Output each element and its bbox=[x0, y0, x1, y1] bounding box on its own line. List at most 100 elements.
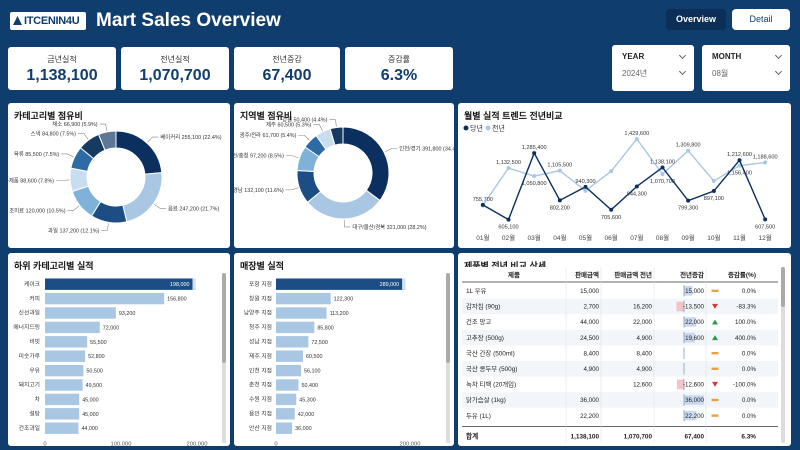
category-label: 안산 지점 bbox=[249, 424, 272, 432]
kpi-label: 금년실적 bbox=[47, 55, 77, 64]
donut-slice-label: 육류 85,500 (7.5%) bbox=[14, 151, 59, 158]
data-label: 1,212,600 bbox=[727, 152, 752, 158]
series-point bbox=[583, 188, 588, 193]
sales-amount: 4,900 bbox=[584, 366, 600, 373]
trend-down-icon bbox=[712, 303, 718, 309]
series-point bbox=[532, 151, 537, 156]
chevron-down-icon[interactable] bbox=[774, 51, 783, 60]
subcategory-bar-chart: 케이크 198,000 커피 156,800 신선과일 93,200 에너지드링 72,000… bbox=[13, 278, 207, 446]
data-label: 705,600 bbox=[601, 215, 621, 221]
data-label: 755,700 bbox=[473, 197, 493, 203]
donut-slice-label: 광주/전라 61,700 (5.4%) bbox=[240, 131, 297, 139]
series-point bbox=[660, 172, 665, 177]
page-title: Mart Sales Overview bbox=[96, 10, 281, 31]
legend-label: 당년 bbox=[470, 124, 483, 133]
bar bbox=[276, 307, 327, 319]
panel-title: 제품별 전년 비교 상세 bbox=[464, 261, 547, 271]
series-point bbox=[557, 168, 562, 173]
series-point bbox=[557, 198, 562, 203]
scrollbar[interactable] bbox=[781, 267, 785, 443]
x-tick-label: 06월 bbox=[605, 233, 618, 242]
year-slicer-value[interactable]: 2024년 bbox=[622, 69, 648, 78]
overview-button[interactable]: Overview bbox=[666, 9, 726, 30]
donut-slice-label: 부산/경남 132,100 (11.6%) bbox=[234, 186, 284, 194]
leader-line bbox=[67, 205, 80, 211]
product-name: 건조 망고 bbox=[466, 317, 491, 326]
donut-slice-label: 조미료 120,000 (10.5%) bbox=[9, 206, 65, 214]
data-label: 289,000 bbox=[380, 282, 400, 288]
growth-rate: 0.0% bbox=[742, 350, 757, 357]
leader-line bbox=[99, 123, 108, 131]
data-label: 799,300 bbox=[678, 206, 698, 212]
year-slicer[interactable]: YEAR 2024년 bbox=[612, 45, 694, 91]
series-point bbox=[506, 217, 511, 222]
detail-button[interactable]: Detail bbox=[732, 9, 790, 30]
kpi-value: 67,400 bbox=[262, 67, 312, 84]
bar-highlight bbox=[402, 278, 406, 290]
sales-amount: 2,700 bbox=[584, 304, 600, 311]
diff-databar bbox=[684, 317, 697, 327]
donut-slice-label: 과일 137,200 (12.1%) bbox=[48, 226, 99, 234]
x-tick-label: 03월 bbox=[528, 233, 541, 242]
bar bbox=[45, 364, 84, 377]
data-label: 1,156,400 bbox=[727, 171, 752, 177]
column-header: 판매금액 bbox=[575, 270, 599, 279]
growth-rate: 0.0% bbox=[742, 288, 757, 295]
donut-slice bbox=[115, 130, 163, 175]
data-label: 1,105,500 bbox=[547, 163, 572, 169]
data-label: 50,500 bbox=[86, 369, 103, 375]
scrollbar[interactable] bbox=[222, 273, 226, 443]
monthly-trend-line-chart: 당년 전년 1,132,500 1,050,800 1,105,500 1,429,600… bbox=[463, 124, 778, 242]
data-label: 49,500 bbox=[86, 383, 103, 389]
scrollbar-thumb[interactable] bbox=[446, 273, 450, 363]
chevron-down-icon[interactable] bbox=[774, 67, 783, 76]
x-tick-label: 07월 bbox=[630, 233, 643, 242]
bar bbox=[276, 350, 304, 362]
leader-line bbox=[343, 219, 351, 228]
column-header: 판매금액 전년 bbox=[614, 270, 652, 279]
chevron-down-icon[interactable] bbox=[678, 67, 687, 76]
bar bbox=[276, 379, 299, 391]
series-point bbox=[763, 217, 768, 222]
yoy-diff: 15,000 bbox=[685, 288, 704, 295]
table-row bbox=[462, 283, 778, 299]
chevron-down-icon[interactable] bbox=[678, 51, 687, 60]
product-name: 녹차 티백 (20개입) bbox=[466, 380, 516, 389]
prev-sales-amount: 22,000 bbox=[633, 319, 652, 326]
diff-databar bbox=[684, 395, 704, 405]
bar bbox=[276, 336, 309, 348]
donut-slice-label: 유제품 88,600 (7.8%) bbox=[8, 176, 54, 184]
sales-amount: 15,000 bbox=[580, 288, 599, 295]
bar bbox=[45, 408, 80, 420]
series-line bbox=[482, 151, 766, 221]
leader-line bbox=[154, 204, 166, 209]
total-prev-sales: 1,070,700 bbox=[624, 433, 653, 440]
bar bbox=[45, 393, 80, 406]
scrollbar-thumb[interactable] bbox=[222, 273, 226, 363]
leader-line bbox=[285, 155, 299, 159]
x-tick-label: 02월 bbox=[502, 233, 515, 242]
series-point bbox=[609, 169, 614, 174]
prev-sales-amount: 8,400 bbox=[637, 350, 653, 357]
month-slicer-value[interactable]: 08월 bbox=[712, 69, 729, 78]
scrollbar[interactable] bbox=[446, 273, 450, 443]
product-name: 감자칩 (90g) bbox=[466, 302, 500, 311]
monthly-trend-panel: 월별 실적 트렌드 전년비교 당년 전년 1,132,500 1,050,800 1,1… bbox=[458, 103, 791, 248]
leader-line bbox=[384, 148, 398, 153]
kpi-label: 전년증감 bbox=[272, 55, 302, 64]
kpi-value: 1,138,100 bbox=[26, 67, 98, 84]
trend-flat-icon bbox=[711, 414, 719, 417]
month-slicer[interactable]: MONTH 08월 bbox=[702, 45, 790, 91]
legend-marker bbox=[485, 125, 491, 131]
leader-line bbox=[313, 124, 323, 131]
category-label: 용인 지점 bbox=[249, 410, 272, 418]
x-tick-label: 09월 bbox=[682, 233, 695, 242]
data-label: 156,800 bbox=[167, 297, 187, 303]
table-row bbox=[462, 298, 778, 315]
donut-slice-label: 대전/충청 97,200 (8.5%) bbox=[234, 152, 284, 160]
series-point bbox=[686, 148, 691, 153]
x-tick-label: 04월 bbox=[553, 233, 566, 242]
scrollbar-thumb[interactable] bbox=[781, 267, 785, 307]
donut-slice-label: 음료 247,200 (21.7%) bbox=[168, 205, 219, 212]
data-label: 44,000 bbox=[81, 426, 98, 432]
